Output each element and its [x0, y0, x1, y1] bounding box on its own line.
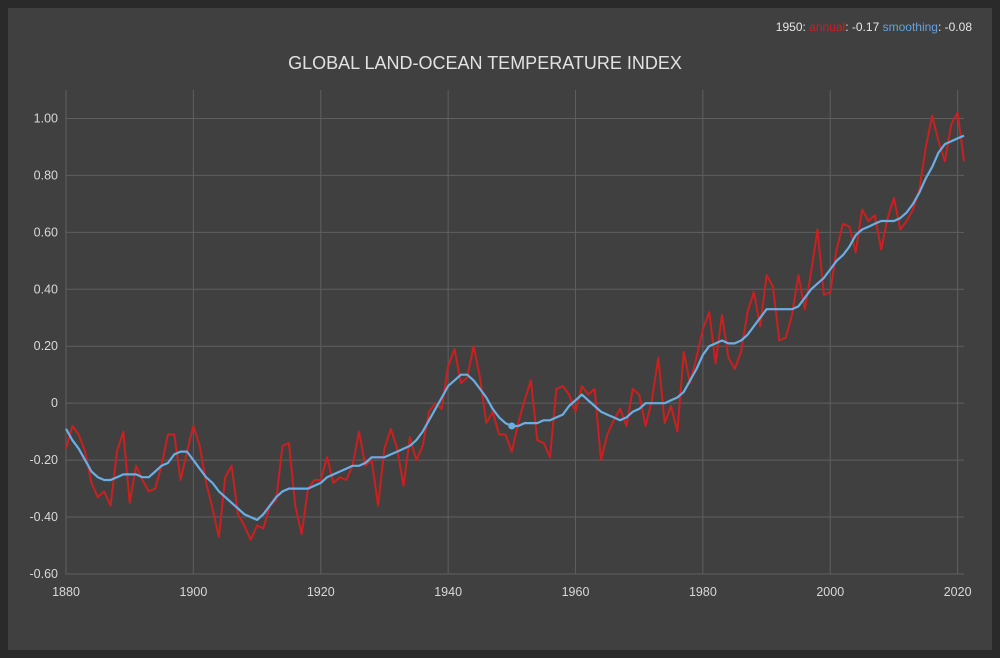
temperature-chart[interactable]: GLOBAL LAND-OCEAN TEMPERATURE INDEX 1880… [8, 8, 992, 650]
x-tick-label: 1940 [434, 585, 462, 599]
x-tick-label: 1880 [52, 585, 80, 599]
y-tick-label: 0.40 [34, 282, 58, 296]
annual-series-line[interactable] [65, 111, 965, 541]
smoothing-series-line[interactable] [65, 134, 965, 521]
y-tick-label: 1.00 [34, 111, 58, 125]
x-tick-label: 1980 [689, 585, 717, 599]
chart-panel: 1950: annual: -0.17 smoothing: -0.08 GLO… [8, 8, 992, 650]
y-tick-label: -0.20 [30, 453, 59, 467]
highlight-point[interactable] [508, 422, 516, 430]
x-tick-label: 2020 [944, 585, 972, 599]
readout-smoothing-label: smoothing [882, 20, 938, 34]
grid-lines [65, 90, 964, 575]
y-tick-label: 0.60 [34, 225, 58, 239]
readout-smoothing-value: -0.08 [944, 20, 972, 34]
series-layer [65, 111, 965, 541]
y-tick-label: 0 [51, 396, 58, 410]
readout-annual-value: -0.17 [851, 20, 880, 34]
y-tick-label: -0.60 [30, 567, 59, 581]
readout-annual-label: annual [809, 20, 846, 34]
x-tick-label: 1960 [562, 585, 590, 599]
chart-title: GLOBAL LAND-OCEAN TEMPERATURE INDEX [288, 53, 682, 73]
x-tick-label: 2000 [816, 585, 844, 599]
y-tick-label: 0.20 [34, 339, 58, 353]
hover-readout: 1950: annual: -0.17 smoothing: -0.08 [775, 20, 972, 34]
y-tick-label: 0.80 [34, 168, 58, 182]
axis-ticks: 1880 1900 1920 1940 1960 1980 2000 2020 -0.60 -0.… [30, 111, 972, 599]
readout-year: 1950 [775, 20, 803, 34]
y-tick-label: -0.40 [30, 510, 59, 524]
x-tick-label: 1920 [307, 585, 335, 599]
x-tick-label: 1900 [179, 585, 207, 599]
